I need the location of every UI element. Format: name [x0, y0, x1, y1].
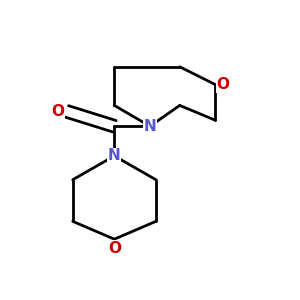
Text: N: N	[144, 119, 156, 134]
Text: O: O	[108, 241, 121, 256]
Text: N: N	[108, 148, 121, 164]
Text: O: O	[51, 104, 64, 119]
Text: O: O	[216, 77, 229, 92]
